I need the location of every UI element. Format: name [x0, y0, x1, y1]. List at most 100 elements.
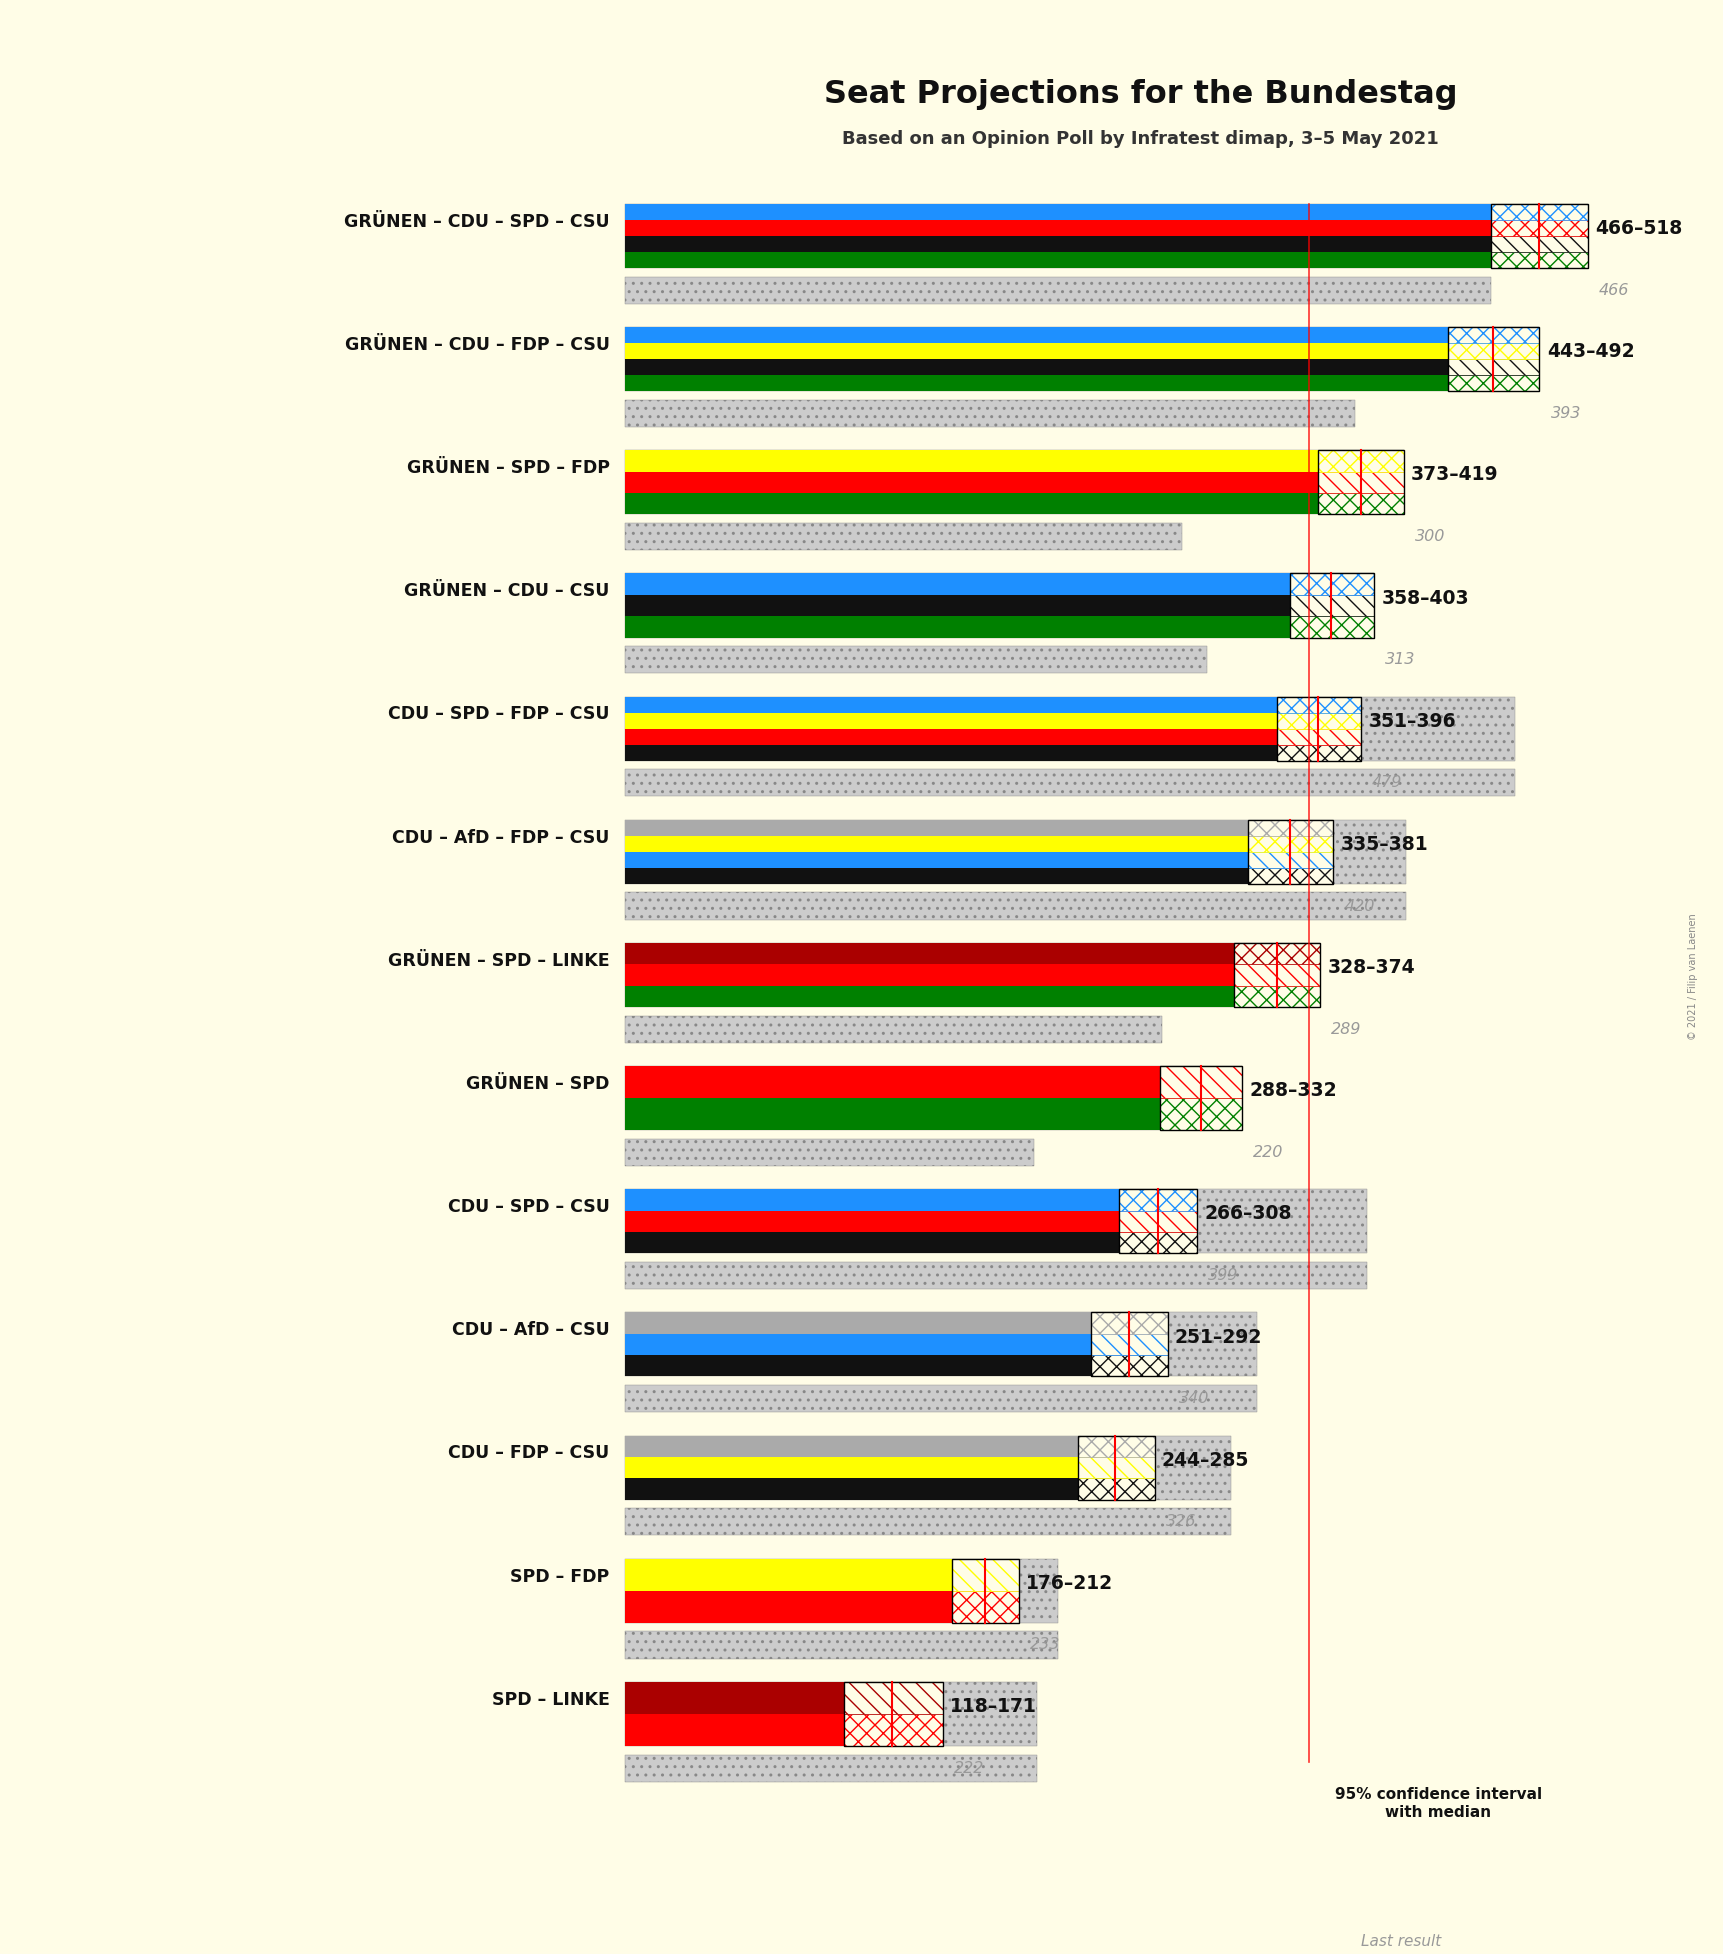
Text: GRÜNEN – CDU – FDP – CSU: GRÜNEN – CDU – FDP – CSU: [345, 336, 610, 354]
Bar: [624, 1559, 951, 1591]
Text: CDU – AfD – CSU: CDU – AfD – CSU: [451, 1321, 610, 1338]
Bar: [624, 449, 1318, 471]
Bar: [624, 471, 1318, 492]
Bar: [844, 1714, 942, 1747]
Bar: [1247, 821, 1332, 836]
Bar: [624, 1313, 1256, 1376]
Bar: [624, 770, 1515, 797]
Text: 466–518: 466–518: [1594, 219, 1682, 238]
Bar: [624, 852, 1247, 868]
Text: SPD – FDP: SPD – FDP: [510, 1567, 610, 1585]
Bar: [1091, 1356, 1166, 1376]
Text: 95% confidence interval
with median: 95% confidence interval with median: [1334, 1788, 1540, 1819]
Bar: [624, 1313, 1256, 1376]
Bar: [1447, 360, 1539, 375]
Bar: [624, 1335, 1091, 1356]
Bar: [624, 1067, 1160, 1098]
Bar: [1091, 1313, 1166, 1376]
Bar: [1160, 1067, 1241, 1098]
Bar: [624, 821, 1404, 883]
Bar: [1234, 963, 1320, 985]
Bar: [624, 252, 1490, 268]
Bar: [624, 326, 1539, 391]
Bar: [624, 1559, 1058, 1622]
Bar: [1490, 236, 1587, 252]
Bar: [1490, 203, 1587, 268]
Bar: [1349, 1835, 1451, 1890]
Bar: [624, 944, 1320, 1006]
Bar: [1289, 594, 1373, 616]
Text: 313: 313: [1384, 653, 1415, 666]
Text: 351–396: 351–396: [1368, 711, 1456, 731]
Bar: [624, 524, 1182, 551]
Text: 340: 340: [1179, 1391, 1208, 1407]
Bar: [624, 1682, 1037, 1747]
Bar: [1247, 868, 1332, 883]
Bar: [1289, 573, 1373, 594]
Bar: [624, 1190, 1118, 1211]
Text: 443–492: 443–492: [1546, 342, 1633, 361]
Bar: [624, 1458, 1077, 1479]
Bar: [624, 1262, 1366, 1290]
Bar: [1349, 1897, 1451, 1925]
Bar: [624, 1139, 1034, 1167]
Text: CDU – SPD – FDP – CSU: CDU – SPD – FDP – CSU: [388, 705, 610, 723]
Bar: [1490, 203, 1587, 221]
Bar: [1318, 492, 1403, 514]
Bar: [1247, 836, 1332, 852]
Bar: [844, 1682, 942, 1747]
Bar: [624, 360, 1447, 375]
Bar: [1234, 985, 1320, 1006]
Bar: [624, 449, 1403, 514]
Bar: [624, 893, 1404, 920]
Bar: [624, 277, 1490, 303]
Bar: [624, 449, 1403, 514]
Bar: [624, 1682, 1037, 1747]
Bar: [624, 647, 1206, 674]
Bar: [1234, 944, 1320, 1006]
Bar: [1289, 616, 1373, 637]
Text: 479: 479: [1372, 776, 1401, 789]
Bar: [1318, 449, 1403, 514]
Bar: [624, 524, 1182, 551]
Text: 266–308: 266–308: [1204, 1204, 1292, 1223]
Bar: [1447, 375, 1539, 391]
Text: 335–381: 335–381: [1340, 834, 1427, 854]
Bar: [1451, 1835, 1525, 1890]
Bar: [1490, 252, 1587, 268]
Bar: [1349, 1897, 1451, 1925]
Bar: [624, 203, 1587, 268]
Text: GRÜNEN – SPD – LINKE: GRÜNEN – SPD – LINKE: [388, 952, 610, 969]
Bar: [624, 868, 1247, 883]
Bar: [1447, 344, 1539, 360]
Bar: [1077, 1458, 1154, 1479]
Bar: [624, 821, 1247, 836]
Bar: [624, 1385, 1256, 1413]
Bar: [624, 375, 1447, 391]
Bar: [624, 1682, 844, 1714]
Text: 251–292: 251–292: [1175, 1327, 1261, 1346]
Bar: [624, 713, 1277, 729]
Bar: [624, 647, 1206, 674]
Bar: [624, 1067, 1241, 1129]
Bar: [624, 1313, 1091, 1335]
Bar: [624, 573, 1289, 594]
Text: © 2021 / Filip van Laenen: © 2021 / Filip van Laenen: [1687, 914, 1697, 1040]
Bar: [624, 698, 1515, 760]
Bar: [1118, 1190, 1196, 1253]
Bar: [624, 1016, 1161, 1043]
Bar: [1318, 471, 1403, 492]
Bar: [624, 1190, 1366, 1253]
Bar: [1277, 698, 1359, 760]
Bar: [624, 985, 1234, 1006]
Text: 420: 420: [1344, 899, 1373, 914]
Text: Seat Projections for the Bundestag: Seat Projections for the Bundestag: [824, 80, 1456, 109]
Bar: [624, 1262, 1366, 1290]
Bar: [1118, 1231, 1196, 1253]
Bar: [624, 1385, 1256, 1413]
Bar: [624, 326, 1539, 391]
Bar: [624, 1714, 844, 1747]
Bar: [624, 573, 1373, 637]
Bar: [951, 1591, 1018, 1622]
Bar: [624, 1356, 1091, 1376]
